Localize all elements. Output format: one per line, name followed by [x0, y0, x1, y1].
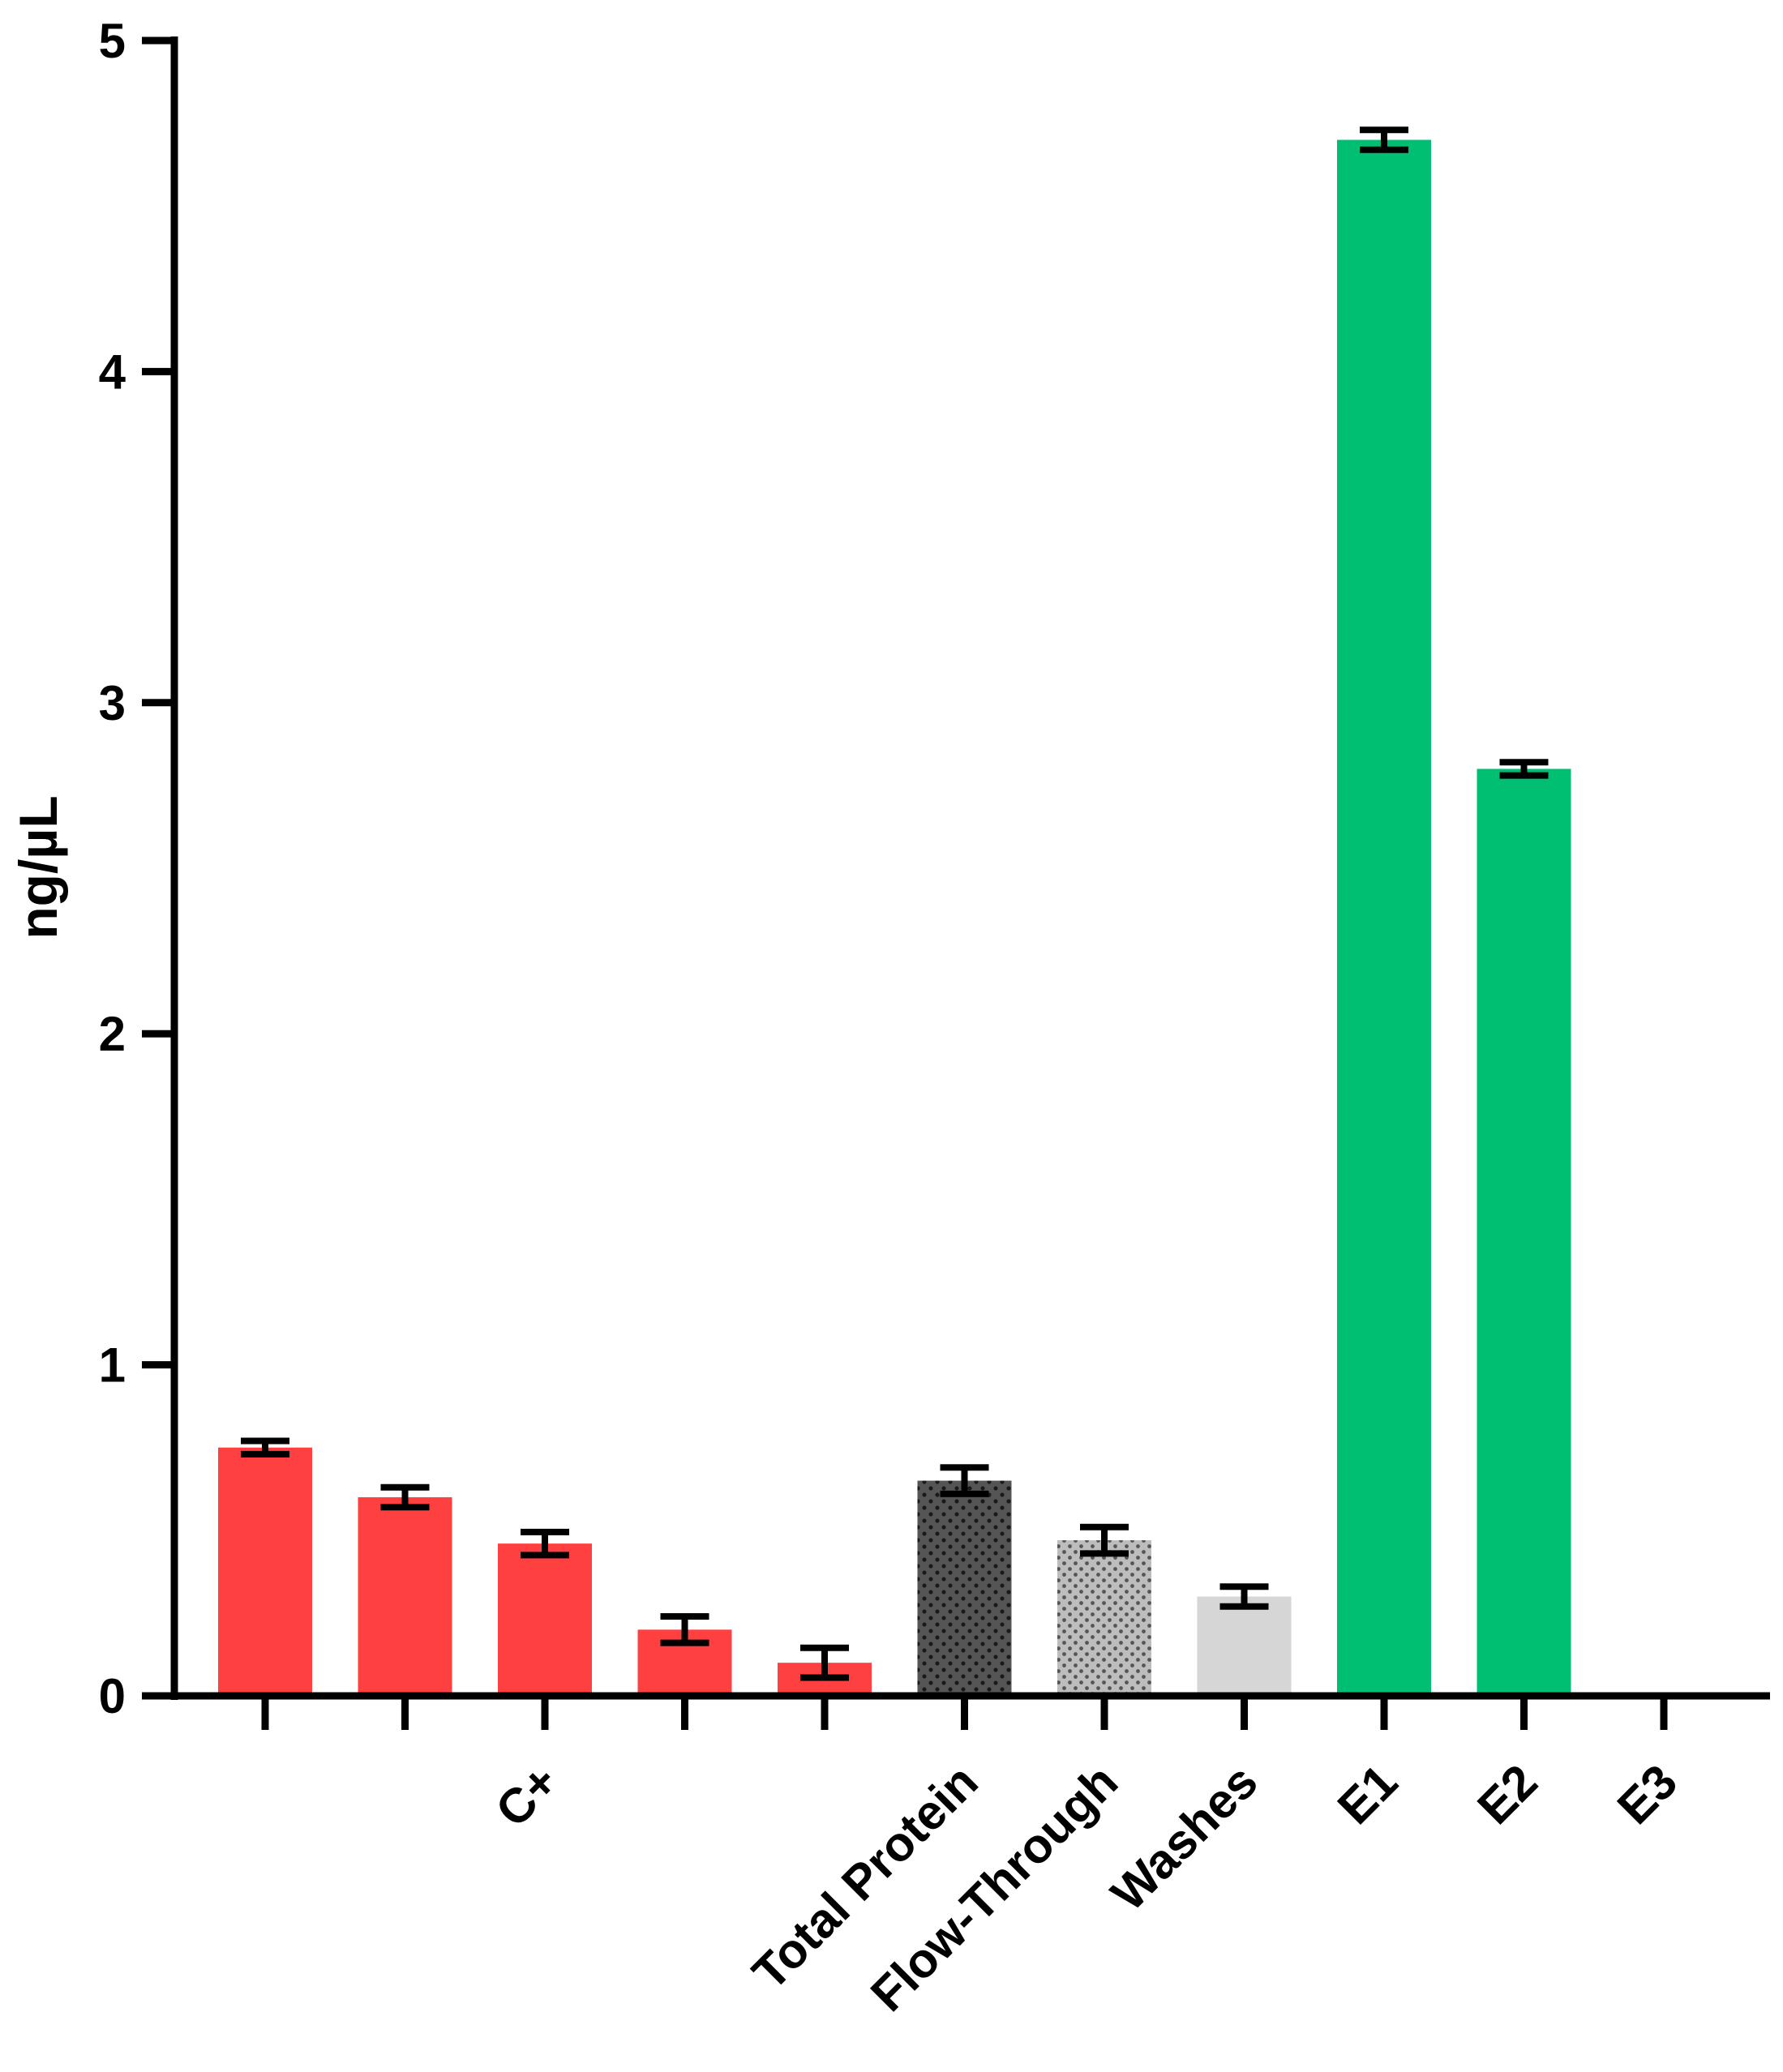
x-category-label: E1 — [1327, 1754, 1408, 1834]
y-tick-label: 4 — [99, 345, 126, 399]
bar — [498, 1543, 592, 1696]
bar — [917, 1480, 1012, 1696]
bar — [1337, 139, 1431, 1696]
x-category-label: Flow-Through — [860, 1754, 1128, 2022]
bar — [1197, 1596, 1292, 1696]
bar — [358, 1496, 452, 1696]
x-category-label: E3 — [1607, 1754, 1687, 1834]
bar — [1477, 768, 1571, 1696]
x-category-label: Washes — [1101, 1754, 1268, 1921]
y-tick-label: 3 — [99, 676, 126, 730]
y-tick-label: 1 — [99, 1338, 126, 1393]
x-category-label: C+ — [485, 1754, 568, 1838]
y-tick-label: 0 — [99, 1669, 126, 1723]
y-tick-label: 2 — [99, 1007, 126, 1061]
y-tick-label: 5 — [99, 14, 126, 68]
bar — [1057, 1540, 1151, 1696]
y-axis-title: ng/µL — [8, 795, 68, 939]
axes-layer — [170, 36, 1770, 1700]
bars-layer — [218, 126, 1571, 1696]
x-category-label: E2 — [1467, 1754, 1547, 1834]
bar — [218, 1447, 312, 1696]
